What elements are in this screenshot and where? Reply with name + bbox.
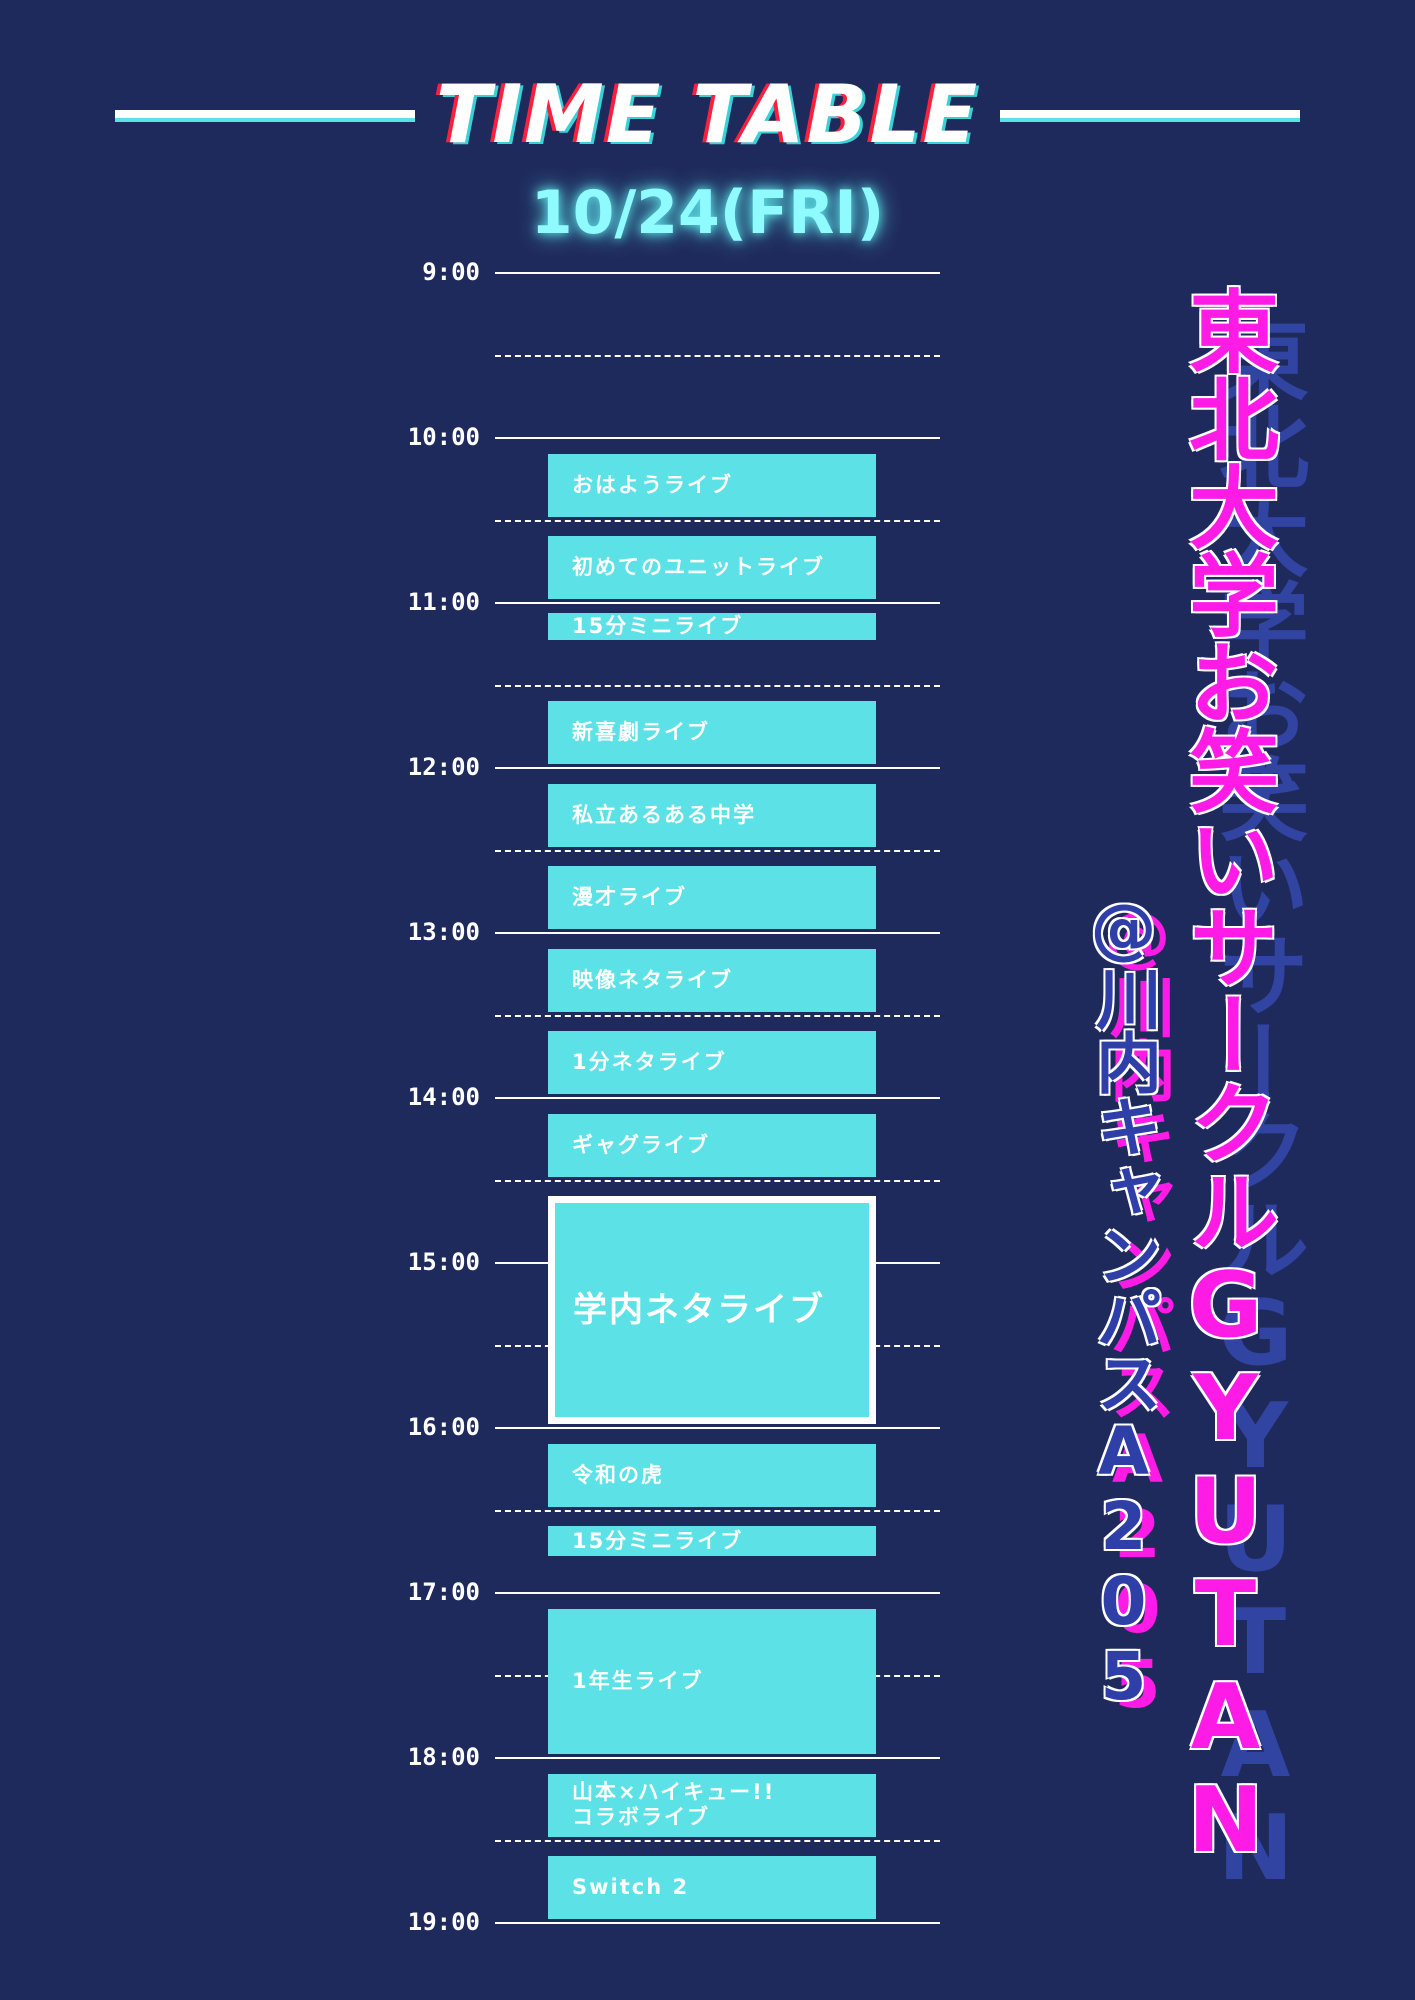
- featured-event-block: 学内ネタライブ: [548, 1196, 876, 1424]
- event-block: 新喜劇ライブ: [548, 701, 876, 764]
- event-block: 1分ネタライブ: [548, 1031, 876, 1094]
- half-hour-line: [495, 354, 940, 357]
- venue-label: @川内キャンパスA205: [1085, 890, 1162, 1713]
- hour-label: 19:00: [407, 1908, 480, 1936]
- hour-line: [495, 1922, 940, 1924]
- hour-line: [495, 1757, 940, 1759]
- half-hour-line: [495, 519, 940, 522]
- hour-line: [495, 1592, 940, 1594]
- half-hour-line: [495, 1179, 940, 1182]
- event-block: 私立あるある中学: [548, 783, 876, 847]
- event-block: 令和の虎: [548, 1443, 876, 1507]
- half-hour-line: [495, 1839, 940, 1842]
- event-block: 漫才ライブ: [548, 866, 876, 929]
- event-block: 15分ミニライブ: [548, 1526, 876, 1556]
- hour-line: [495, 437, 940, 439]
- half-hour-line: [495, 849, 940, 852]
- event-block: 15分ミニライブ: [548, 613, 876, 641]
- half-hour-line: [495, 684, 940, 687]
- hour-label: 15:00: [407, 1248, 480, 1276]
- half-hour-line: [495, 1509, 940, 1512]
- event-date: 10/24(FRI): [530, 178, 885, 248]
- hour-label: 13:00: [407, 918, 480, 946]
- header-rule-right: [1000, 110, 1300, 118]
- hour-line: [495, 932, 940, 934]
- hour-label: 9:00: [422, 258, 480, 286]
- hour-line: [495, 272, 940, 274]
- event-block: 初めてのユニットライブ: [548, 536, 876, 599]
- half-hour-line: [495, 1014, 940, 1017]
- hour-label: 11:00: [407, 588, 480, 616]
- page-title: TIME TABLE: [435, 68, 980, 161]
- hour-label: 14:00: [407, 1083, 480, 1111]
- hour-line: [495, 767, 940, 769]
- event-block: おはようライブ: [548, 453, 876, 517]
- event-block: ギャグライブ: [548, 1113, 876, 1177]
- hour-line: [495, 1097, 940, 1099]
- hour-label: 16:00: [407, 1413, 480, 1441]
- header-rule-left: [115, 110, 415, 118]
- event-block: 1年生ライブ: [548, 1608, 876, 1754]
- hour-label: 10:00: [407, 423, 480, 451]
- hour-line: [495, 1427, 940, 1429]
- hour-label: 17:00: [407, 1578, 480, 1606]
- hour-label: 12:00: [407, 753, 480, 781]
- event-block: 山本×ハイキュー!! コラボライブ: [548, 1773, 876, 1837]
- circle-name: 東北大学お笑いサークルGYUTAN: [1173, 285, 1278, 1871]
- hour-line: [495, 602, 940, 604]
- event-block: 映像ネタライブ: [548, 948, 876, 1012]
- hour-label: 18:00: [407, 1743, 480, 1771]
- event-block: Switch 2: [548, 1856, 876, 1919]
